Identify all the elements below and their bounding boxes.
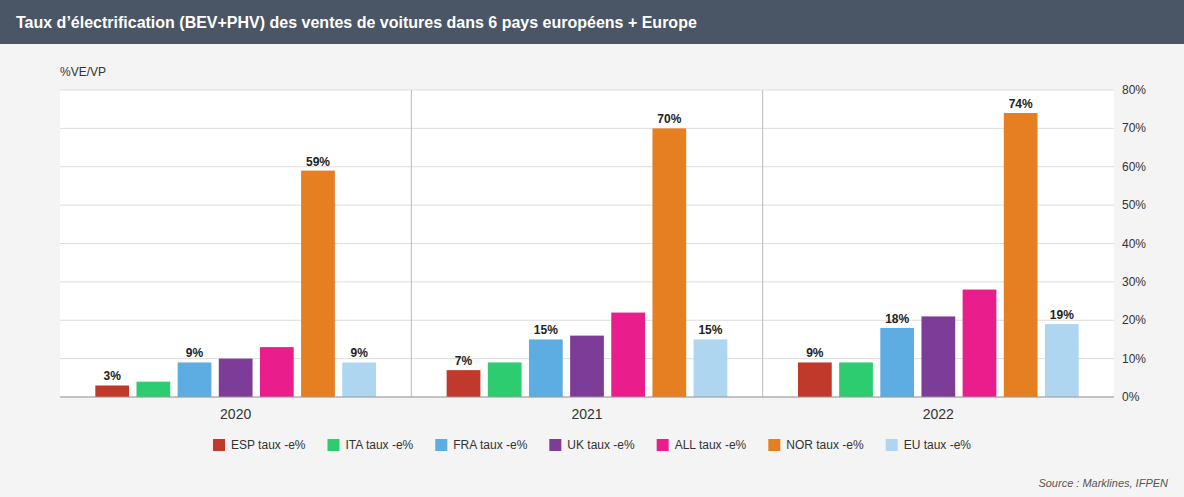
group-separator (411, 90, 412, 397)
data-labels: 3% 7% 9% 9% 15% 18% 59% 70% 74% 9% 15% 19% (104, 97, 1075, 383)
data-label: 9% (806, 346, 824, 360)
bar (880, 328, 914, 397)
title-bar (0, 0, 1184, 44)
data-label: 15% (698, 323, 722, 337)
annotation: Source : Marklines, IFPEN (1038, 477, 1168, 489)
legend: ESP taux -e% ITA taux -e% FRA taux -e% UK t… (213, 438, 971, 452)
y-tick-label: 70% (1122, 121, 1146, 135)
title: Taux d’électrification (BEV+PHV) des ven… (16, 14, 697, 31)
legend-label: EU taux -e% (904, 438, 972, 452)
legend-swatch (768, 439, 780, 451)
grid-line (60, 320, 1114, 321)
grid (60, 90, 1114, 397)
bars (95, 113, 1078, 397)
bar (219, 359, 253, 397)
legend-label: UK taux -e% (567, 438, 635, 452)
data-label: 3% (104, 369, 122, 383)
legend-item: ALL taux -e% (657, 438, 747, 452)
x-tick-label: 2022 (923, 406, 954, 422)
grid-line (60, 397, 1114, 398)
bar (488, 362, 522, 397)
bar (963, 290, 997, 397)
bar (798, 362, 832, 397)
data-label: 59% (306, 155, 330, 169)
legend-item: UK taux -e% (549, 438, 635, 452)
legend-item: ESP taux -e% (213, 438, 306, 452)
data-label: 74% (1009, 97, 1033, 111)
bar (301, 171, 335, 397)
grid-line (60, 281, 1114, 282)
bar (694, 339, 728, 397)
legend-item: NOR taux -e% (768, 438, 864, 452)
bar (1004, 113, 1038, 397)
legend-swatch (327, 439, 339, 451)
bar (921, 316, 955, 397)
plot-area (60, 90, 1114, 397)
bar (136, 382, 170, 397)
legend-label: ALL taux -e% (675, 438, 747, 452)
bar (529, 339, 563, 397)
bar (570, 336, 604, 397)
legend-swatch (549, 439, 561, 451)
y-axis-label: %VE/VP (60, 65, 106, 79)
y-tick-label: 50% (1122, 198, 1146, 212)
data-label: 9% (350, 346, 368, 360)
legend-swatch (657, 439, 669, 451)
grid-line (60, 243, 1114, 244)
grid-line (60, 205, 1114, 206)
y-tick-label: 60% (1122, 160, 1146, 174)
data-label: 18% (885, 312, 909, 326)
legend-item: ITA taux -e% (327, 438, 413, 452)
y-tick-label: 20% (1122, 313, 1146, 327)
y-tick-label: 80% (1122, 83, 1146, 97)
data-label: 19% (1050, 308, 1074, 322)
x-tick-label: 2021 (571, 406, 602, 422)
x-axis (60, 397, 1114, 398)
bar (178, 362, 212, 397)
bar (839, 362, 873, 397)
legend-label: FRA taux -e% (453, 438, 527, 452)
legend-label: ESP taux -e% (231, 438, 306, 452)
chart: Taux d’électrification (BEV+PHV) des ven… (0, 0, 1184, 497)
legend-item: FRA taux -e% (435, 438, 527, 452)
grid-line (60, 90, 1114, 91)
grid-line (60, 128, 1114, 129)
y-tick-label: 30% (1122, 275, 1146, 289)
legend-swatch (435, 439, 447, 451)
legend-label: ITA taux -e% (345, 438, 413, 452)
bar (260, 347, 294, 397)
bar (1045, 324, 1079, 397)
y-tick-label: 40% (1122, 237, 1146, 251)
legend-swatch (886, 439, 898, 451)
x-tick-label: 2020 (220, 406, 251, 422)
data-label: 70% (657, 112, 681, 126)
data-label: 15% (534, 323, 558, 337)
data-label: 9% (186, 346, 204, 360)
y-tick-label: 0% (1122, 390, 1140, 404)
legend-swatch (213, 439, 225, 451)
bar (652, 128, 686, 397)
data-label: 7% (455, 354, 473, 368)
bar (342, 362, 376, 397)
legend-item: EU taux -e% (886, 438, 972, 452)
bar (611, 313, 645, 397)
group-separator (762, 90, 763, 397)
bar (447, 370, 481, 397)
y-tick-label: 10% (1122, 352, 1146, 366)
legend-label: NOR taux -e% (786, 438, 864, 452)
grid-line (60, 166, 1114, 167)
bar (95, 385, 129, 397)
